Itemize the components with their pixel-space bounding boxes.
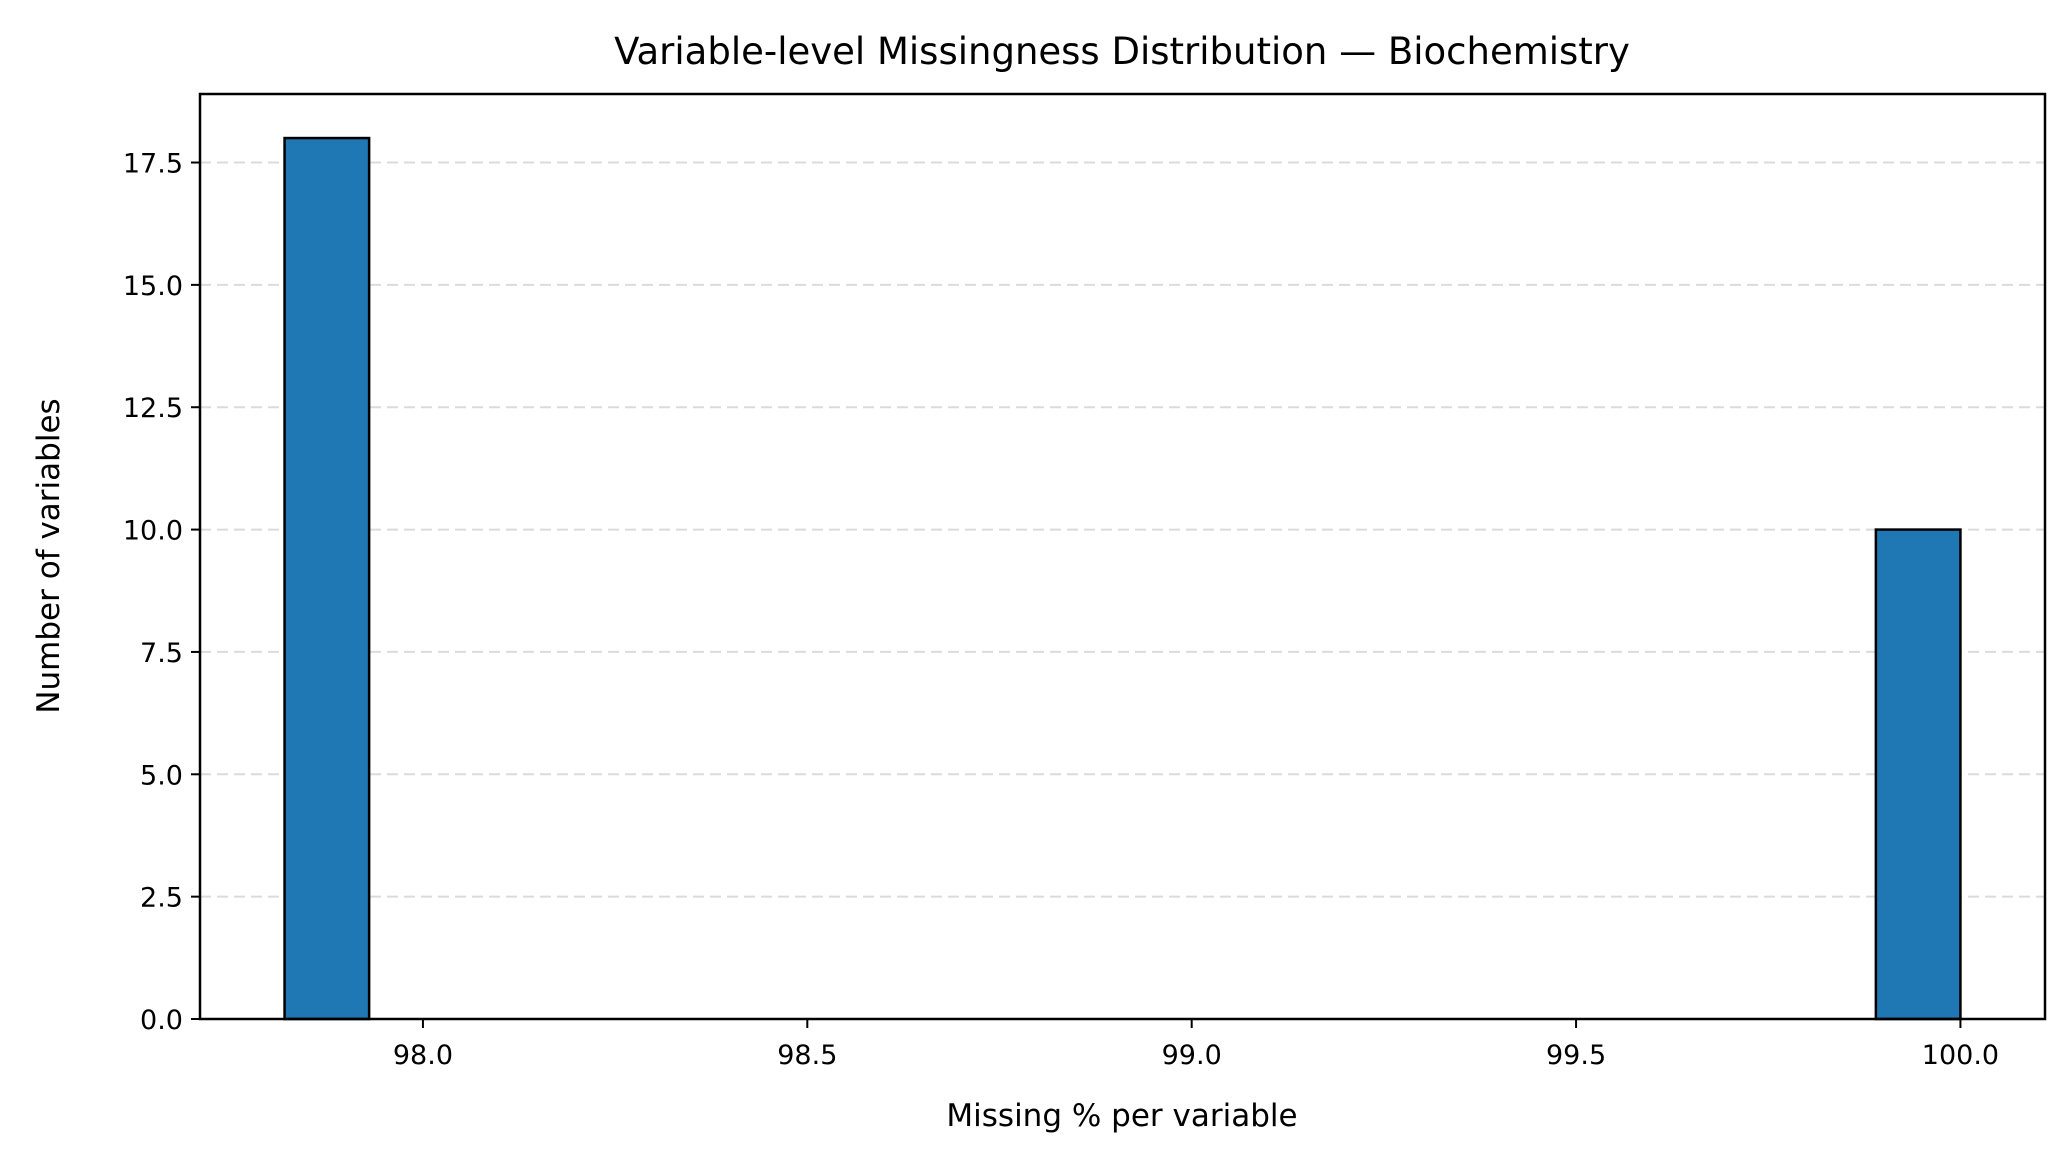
histogram-bars — [283, 136, 1962, 1021]
y-tick-label: 10.0 — [123, 516, 183, 547]
y-axis-ticks: 0.0 2.5 5.0 7.5 10.0 12.5 15.0 17.5 — [123, 149, 200, 1036]
x-tick-label: 99.0 — [1162, 1040, 1222, 1071]
histogram-bar — [1874, 528, 1962, 1021]
y-tick-label: 2.5 — [140, 883, 183, 914]
x-tick-label: 98.5 — [777, 1040, 837, 1071]
x-tick-label: 99.5 — [1546, 1040, 1606, 1071]
y-tick-label: 0.0 — [140, 1005, 183, 1036]
grid-lines — [200, 161, 2045, 898]
y-tick-label: 17.5 — [123, 149, 183, 180]
x-tick-label: 100.0 — [1922, 1040, 1999, 1071]
y-tick-label: 7.5 — [140, 638, 183, 669]
plot-frame — [198, 92, 2047, 1021]
x-axis-ticks: 98.0 98.5 99.0 99.5 100.0 — [393, 1019, 1999, 1071]
y-tick-label: 12.5 — [123, 393, 183, 424]
x-tick-label: 98.0 — [393, 1040, 453, 1071]
chart-title: Variable-level Missingness Distribution … — [614, 30, 1630, 73]
histogram-bar — [283, 136, 371, 1021]
y-axis-label: Number of variables — [31, 398, 67, 713]
y-tick-label: 5.0 — [140, 760, 183, 791]
y-tick-label: 15.0 — [123, 271, 183, 302]
x-axis-label: Missing % per variable — [946, 1098, 1297, 1134]
